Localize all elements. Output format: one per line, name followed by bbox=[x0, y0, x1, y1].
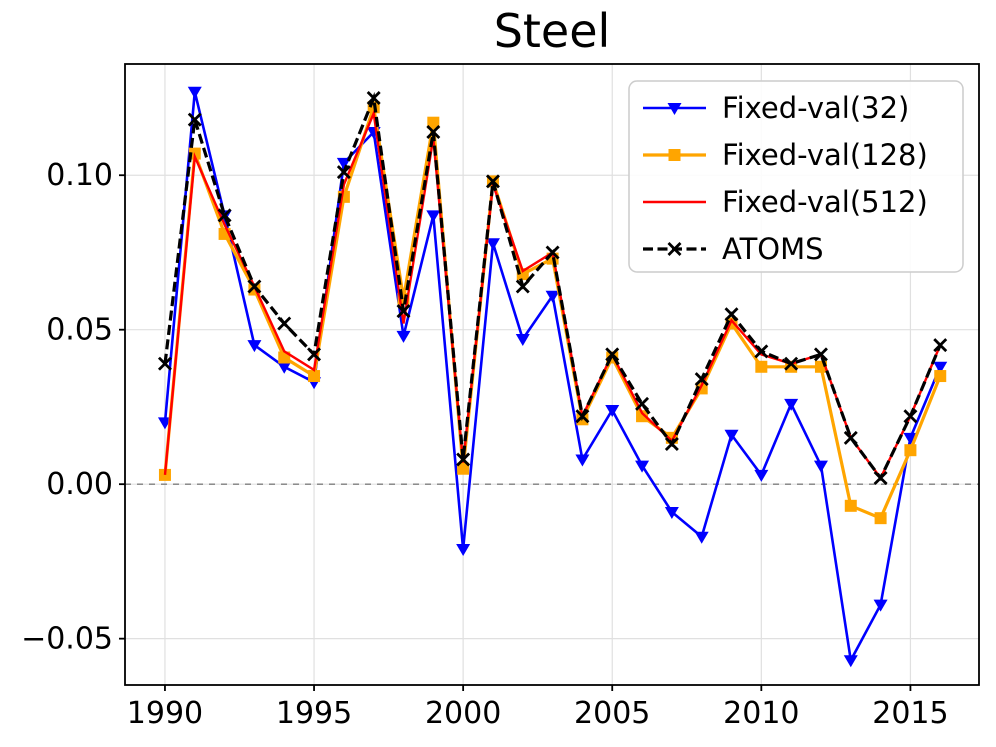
x-marker bbox=[813, 347, 828, 362]
x-marker bbox=[933, 338, 948, 353]
x-marker bbox=[485, 174, 500, 189]
legend-label: ATOMS bbox=[722, 232, 824, 266]
x-marker bbox=[366, 90, 381, 105]
triangle-down-marker bbox=[336, 157, 351, 170]
triangle-down-marker bbox=[724, 429, 739, 442]
triangle-down-marker bbox=[485, 238, 500, 251]
triangle-down-marker bbox=[426, 210, 441, 223]
x-marker bbox=[784, 356, 799, 371]
triangle-down-marker bbox=[635, 460, 650, 473]
triangle-down-marker bbox=[667, 103, 682, 115]
x-marker bbox=[667, 242, 682, 256]
legend-box bbox=[628, 80, 964, 273]
y-tick-label: 0.05 bbox=[46, 313, 113, 348]
square-marker bbox=[904, 444, 917, 457]
x-marker bbox=[873, 471, 888, 485]
x-marker bbox=[247, 279, 262, 294]
triangle-down-marker bbox=[247, 340, 262, 353]
x-tick-label: 2000 bbox=[425, 696, 501, 731]
triangle-down-marker bbox=[784, 398, 799, 411]
triangle-down-marker bbox=[903, 432, 918, 445]
axes-ticks: 1990 1995 2000 2005 2010 2015 −0.05 0.00 0.05 0.1… bbox=[21, 158, 949, 731]
square-marker bbox=[636, 410, 649, 423]
legend-item-fixed-val-512: Fixed-val(512) bbox=[643, 185, 928, 219]
x-marker bbox=[426, 124, 441, 139]
x-marker bbox=[605, 347, 620, 362]
x-marker bbox=[217, 208, 232, 223]
legend-label: Fixed-val(128) bbox=[722, 138, 928, 172]
x-tick-label: 1995 bbox=[276, 696, 352, 731]
x-marker bbox=[277, 316, 292, 331]
x-marker bbox=[545, 245, 560, 260]
x-marker bbox=[635, 396, 650, 411]
x-marker bbox=[843, 430, 858, 445]
x-marker bbox=[515, 279, 530, 294]
triangle-down-marker bbox=[843, 655, 858, 668]
x-tick-label: 2005 bbox=[574, 696, 650, 731]
triangle-down-marker bbox=[664, 506, 679, 519]
x-tick-label: 1990 bbox=[127, 696, 203, 731]
series-atoms bbox=[157, 90, 948, 485]
square-marker bbox=[308, 370, 321, 383]
triangle-down-marker bbox=[456, 544, 471, 557]
x-marker bbox=[157, 356, 172, 371]
square-marker bbox=[844, 499, 857, 512]
legend-label: Fixed-val(32) bbox=[722, 91, 909, 125]
x-marker bbox=[903, 409, 918, 424]
square-marker bbox=[158, 468, 171, 481]
x-marker bbox=[396, 304, 411, 319]
x-marker bbox=[336, 165, 351, 180]
triangle-down-marker bbox=[545, 290, 560, 303]
x-marker bbox=[187, 112, 202, 127]
legend-item-fixed-val-32: Fixed-val(32) bbox=[643, 91, 909, 125]
y-tick-label: 0.10 bbox=[46, 158, 113, 193]
x-marker bbox=[754, 344, 769, 359]
plot-border bbox=[124, 63, 980, 686]
x-marker bbox=[694, 372, 709, 387]
x-marker bbox=[456, 452, 471, 467]
triangle-down-marker bbox=[396, 330, 411, 343]
triangle-down-marker bbox=[694, 531, 709, 544]
square-marker bbox=[874, 512, 887, 525]
x-tick-label: 2010 bbox=[723, 696, 799, 731]
x-marker bbox=[307, 347, 322, 362]
legend-label: Fixed-val(512) bbox=[722, 185, 928, 219]
square-marker bbox=[427, 116, 440, 129]
y-tick-label: 0.00 bbox=[46, 467, 113, 502]
triangle-down-marker bbox=[575, 454, 590, 467]
triangle-down-marker bbox=[754, 469, 769, 482]
triangle-down-marker bbox=[605, 405, 620, 418]
x-marker bbox=[664, 437, 679, 452]
legend-item-atoms: ATOMS bbox=[643, 232, 824, 266]
x-marker bbox=[724, 307, 739, 322]
x-tick-label: 2015 bbox=[872, 696, 948, 731]
triangle-down-marker bbox=[515, 333, 530, 346]
legend: Fixed-val(32) Fixed-val(128) Fixed-val(512… bbox=[628, 80, 964, 273]
series-fixed-val-32 bbox=[157, 86, 948, 668]
triangle-down-marker bbox=[873, 599, 888, 612]
legend-item-fixed-val-128: Fixed-val(128) bbox=[643, 138, 928, 172]
square-marker bbox=[755, 360, 768, 373]
triangle-down-marker bbox=[187, 86, 202, 99]
triangle-down-marker bbox=[277, 361, 292, 374]
triangle-down-marker bbox=[933, 361, 948, 374]
chart-title: Steel bbox=[493, 4, 611, 58]
square-marker bbox=[668, 149, 681, 161]
square-marker bbox=[457, 462, 470, 475]
x-marker bbox=[575, 409, 590, 424]
square-marker bbox=[934, 370, 947, 383]
y-tick-label: −0.05 bbox=[21, 622, 113, 657]
triangle-down-marker bbox=[813, 460, 828, 473]
